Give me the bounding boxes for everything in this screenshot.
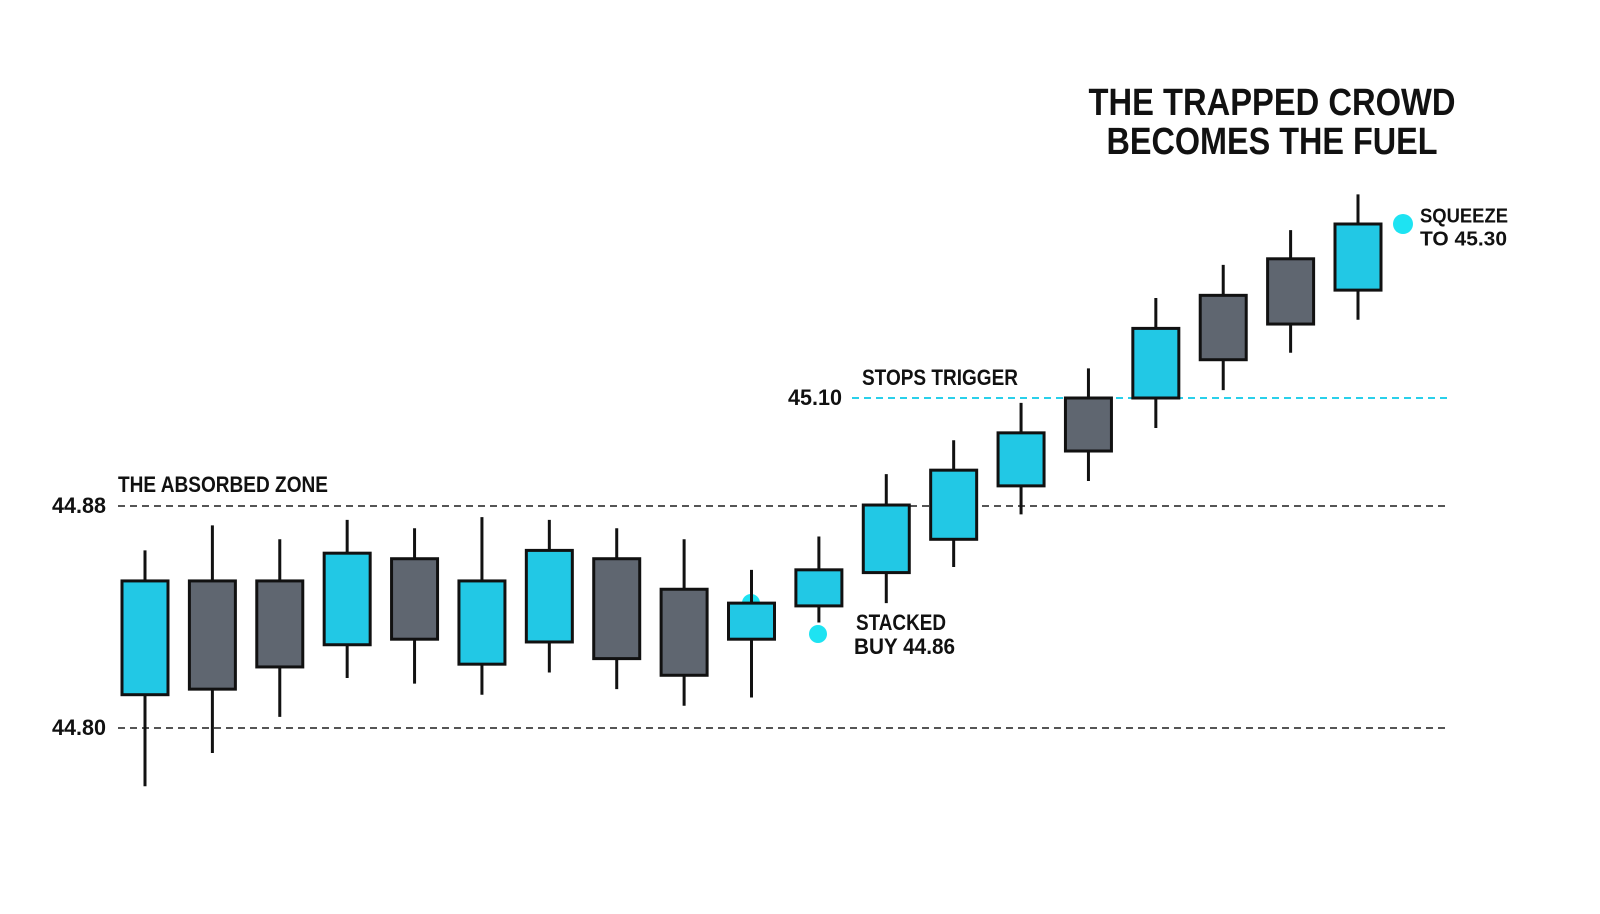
y-tick-label: 44.88 — [52, 493, 106, 518]
candle-body — [794, 568, 844, 608]
candle-body — [592, 557, 642, 661]
candle-body — [1131, 326, 1181, 400]
y-tick-label: 44.80 — [52, 715, 106, 740]
candle-body — [727, 601, 776, 641]
candle-body — [996, 431, 1046, 488]
candle-body — [524, 548, 574, 644]
candle-body — [322, 551, 372, 647]
annotation: STOPS TRIGGER — [862, 365, 1018, 390]
candle-body — [861, 503, 911, 575]
y-tick-label: 45.10 — [788, 385, 842, 410]
candle-body — [929, 468, 979, 541]
annotation: BUY 44.86 — [854, 634, 955, 659]
chart-title: THE TRAPPED CROWD — [1089, 82, 1456, 124]
candle-body — [457, 579, 507, 666]
marker-dot — [809, 625, 827, 643]
candle-body — [1266, 257, 1316, 326]
candle-body — [659, 587, 709, 677]
candle-body — [187, 579, 237, 691]
chart-title: BECOMES THE FUEL — [1107, 121, 1438, 163]
annotation: SQUEEZE — [1420, 205, 1508, 227]
marker-dot — [1393, 214, 1413, 234]
annotation: TO 45.30 — [1420, 228, 1507, 250]
candle-body — [255, 579, 305, 669]
candle-body — [1333, 222, 1383, 292]
candle-body — [1063, 396, 1113, 453]
candle-body — [390, 557, 440, 641]
annotation: THE ABSORBED ZONE — [118, 472, 328, 497]
candle-body — [1198, 293, 1248, 362]
annotation: STACKED — [856, 610, 946, 635]
candle-body — [120, 579, 170, 697]
